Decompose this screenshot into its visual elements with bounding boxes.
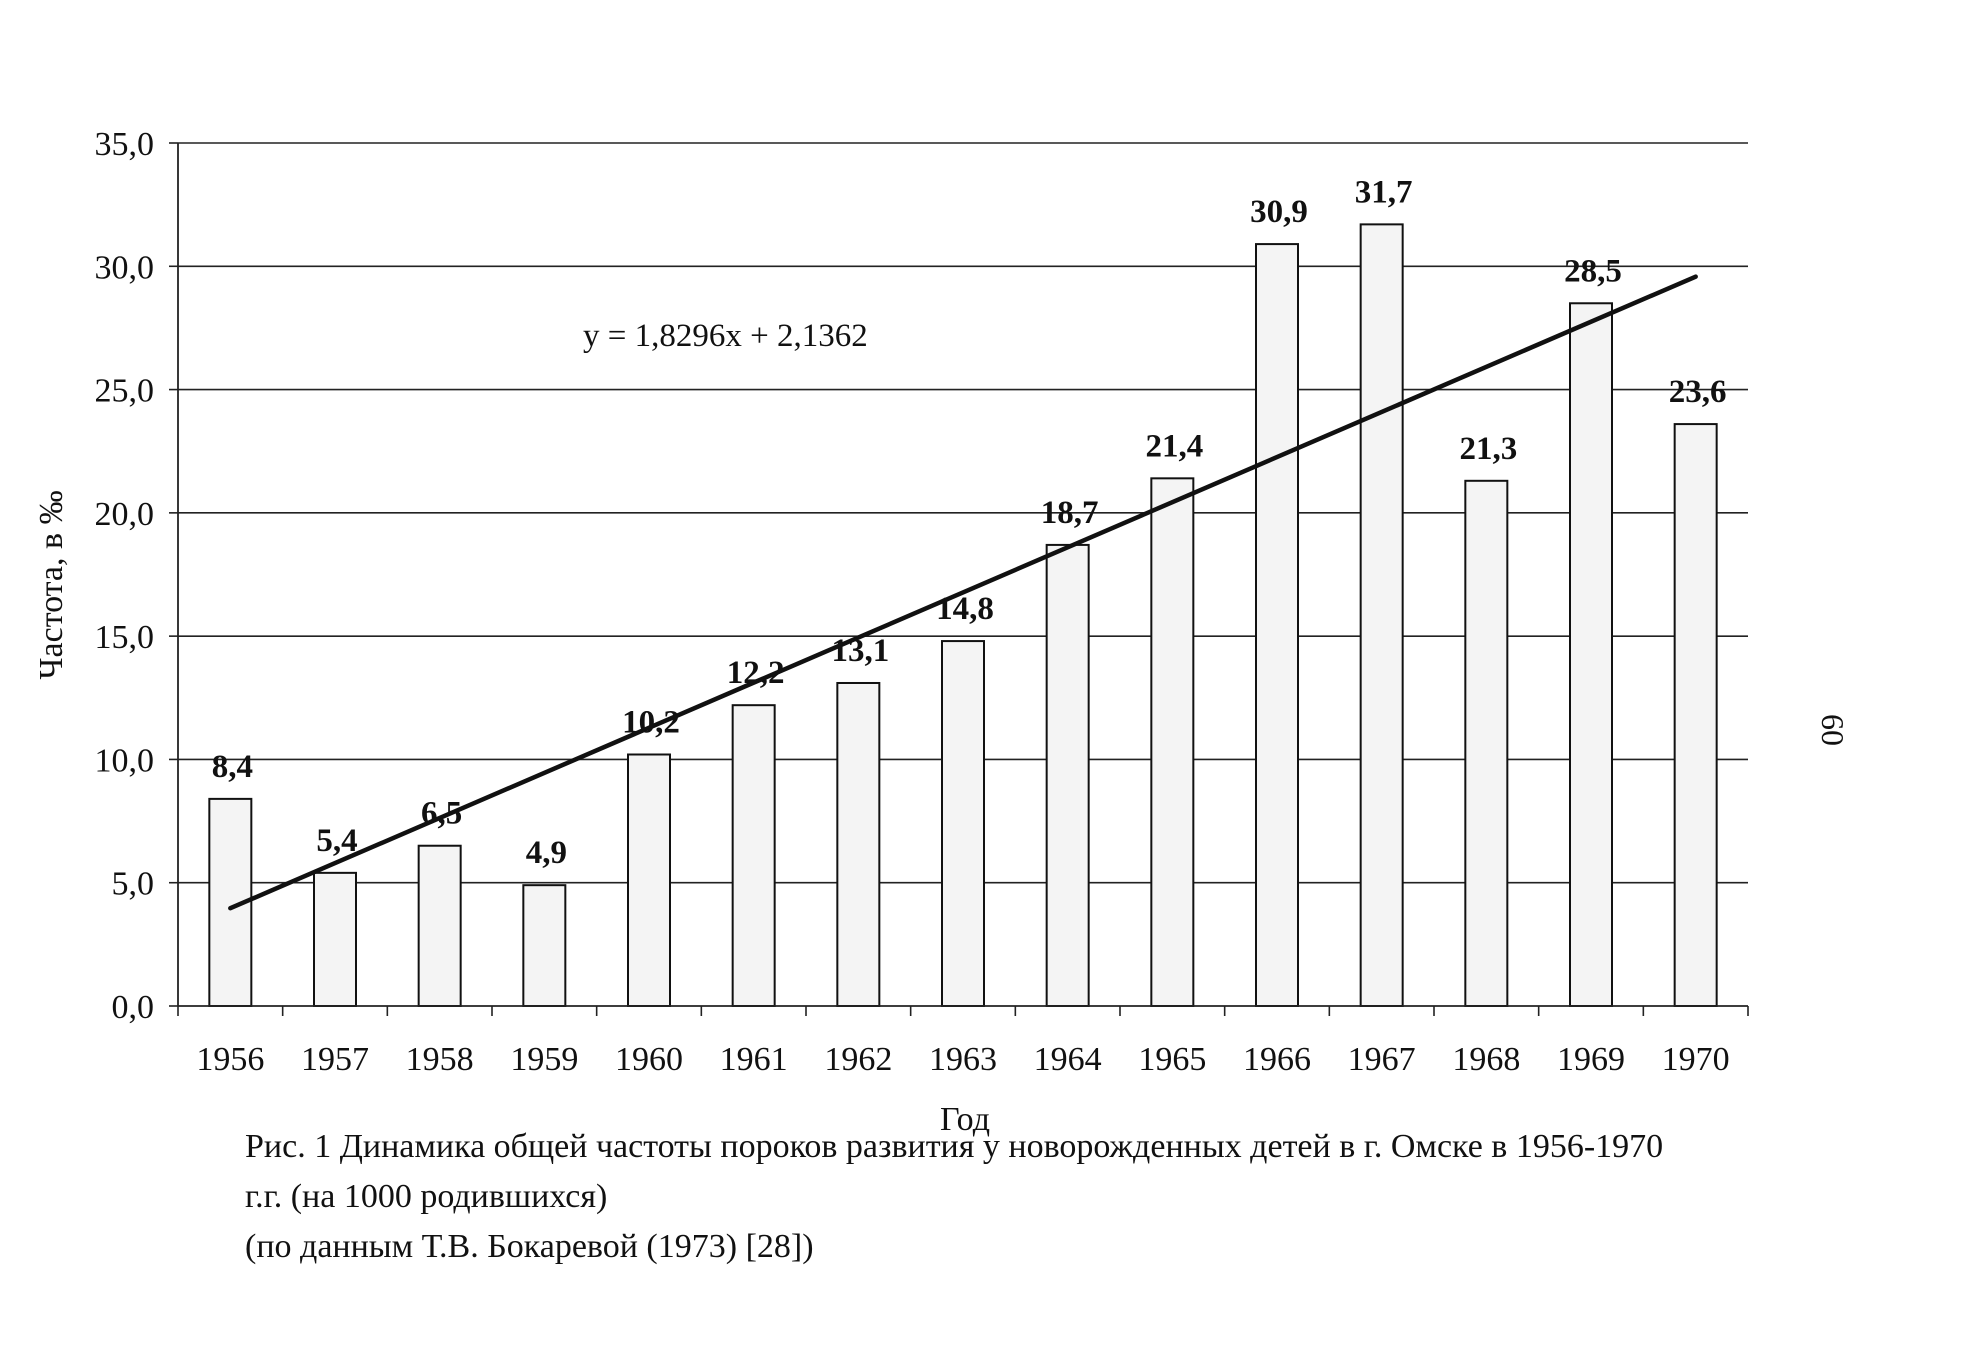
y-axis-title: Частота, в ‰ xyxy=(33,490,70,679)
y-tick-label: 30,0 xyxy=(95,249,155,286)
caption-line-2-left: г.г. (на 1000 родившихся) xyxy=(245,1178,608,1215)
data-label: 13,1 xyxy=(831,633,889,669)
gridlines xyxy=(178,142,1748,884)
y-tick-label: 5,0 xyxy=(112,866,155,903)
data-label: 6,5 xyxy=(421,796,462,832)
data-label: 10,2 xyxy=(622,704,680,740)
bar xyxy=(1359,223,1404,1007)
y-tick-label: 35,0 xyxy=(95,126,155,163)
x-tick-label: 1970 xyxy=(1662,1041,1730,1078)
x-tick-label: 1959 xyxy=(510,1041,578,1078)
data-label: 23,6 xyxy=(1669,374,1727,410)
bar xyxy=(836,681,881,1008)
y-tick-label: 25,0 xyxy=(95,373,155,410)
data-label: 28,5 xyxy=(1564,253,1622,289)
axes: 0,0 5,0 10,0 15,0 20,0 25,0 30,0 35,0 1956 1957 19… xyxy=(95,126,1749,1078)
x-tick-label: 1969 xyxy=(1557,1041,1625,1078)
trendline-line xyxy=(228,274,1698,911)
data-label: 8,4 xyxy=(212,749,253,785)
bar xyxy=(1045,543,1090,1007)
data-label: 5,4 xyxy=(316,823,357,859)
caption-line-1: Рис. 1 Динамика общей частоты пороков ра… xyxy=(245,1128,1664,1165)
y-tick-label: 10,0 xyxy=(95,742,155,779)
caption-line-2-right: (по данным Т.В. Бокаревой (1973) [28]) xyxy=(245,1228,814,1265)
trendline xyxy=(228,274,1698,911)
data-label: 21,4 xyxy=(1145,428,1203,464)
data-label: 30,9 xyxy=(1250,194,1308,230)
caption-line-2: г.г. (на 1000 родившихся) (по данным Т.В.… xyxy=(245,1172,1805,1272)
x-tick-label: 1960 xyxy=(615,1041,683,1078)
x-axis-title: Год xyxy=(940,1101,990,1138)
x-tick-label: 1962 xyxy=(824,1041,892,1078)
data-label: 21,3 xyxy=(1459,431,1517,467)
figure-caption: Рис. 1 Динамика общей частоты пороков ра… xyxy=(245,1122,1805,1272)
x-tick-label: 1957 xyxy=(301,1041,369,1078)
x-tick-label: 1966 xyxy=(1243,1041,1311,1078)
x-tick-label: 1965 xyxy=(1138,1041,1206,1078)
data-label: 31,7 xyxy=(1355,174,1413,210)
x-tick-label: 1961 xyxy=(720,1041,788,1078)
bar xyxy=(731,704,776,1007)
y-tick-label: 0,0 xyxy=(112,989,155,1026)
data-label: 4,9 xyxy=(526,835,567,871)
bar xyxy=(941,640,985,1007)
bar xyxy=(522,884,567,1007)
bar xyxy=(417,844,462,1007)
bar xyxy=(1673,423,1718,1007)
trendline-equation: y = 1,8296x + 2,1362 xyxy=(583,318,868,354)
y-tick-label: 15,0 xyxy=(95,619,155,656)
y-tick-label: 20,0 xyxy=(95,496,155,533)
x-tick-label: 1963 xyxy=(929,1041,997,1078)
page-number: 60 xyxy=(1815,714,1851,746)
bar xyxy=(1150,477,1195,1007)
bar xyxy=(1255,243,1299,1007)
x-tick-label: 1968 xyxy=(1452,1041,1520,1078)
bar xyxy=(1569,302,1613,1007)
x-tick-label: 1956 xyxy=(196,1041,264,1078)
data-label: 14,8 xyxy=(936,591,994,627)
data-label: 18,7 xyxy=(1041,495,1099,531)
bar xyxy=(1464,479,1509,1007)
x-tick-label: 1967 xyxy=(1348,1041,1416,1078)
data-labels: 8,4 5,4 6,5 4,9 10,2 12,2 13,1 14,8 18,7 21,4 30,9… xyxy=(212,174,1727,871)
bar xyxy=(313,871,357,1008)
bar xyxy=(627,753,671,1007)
bars xyxy=(208,223,1718,1008)
x-tick-label: 1964 xyxy=(1034,1041,1102,1078)
data-label: 12,2 xyxy=(727,655,785,691)
x-tick-label: 1958 xyxy=(406,1041,474,1078)
